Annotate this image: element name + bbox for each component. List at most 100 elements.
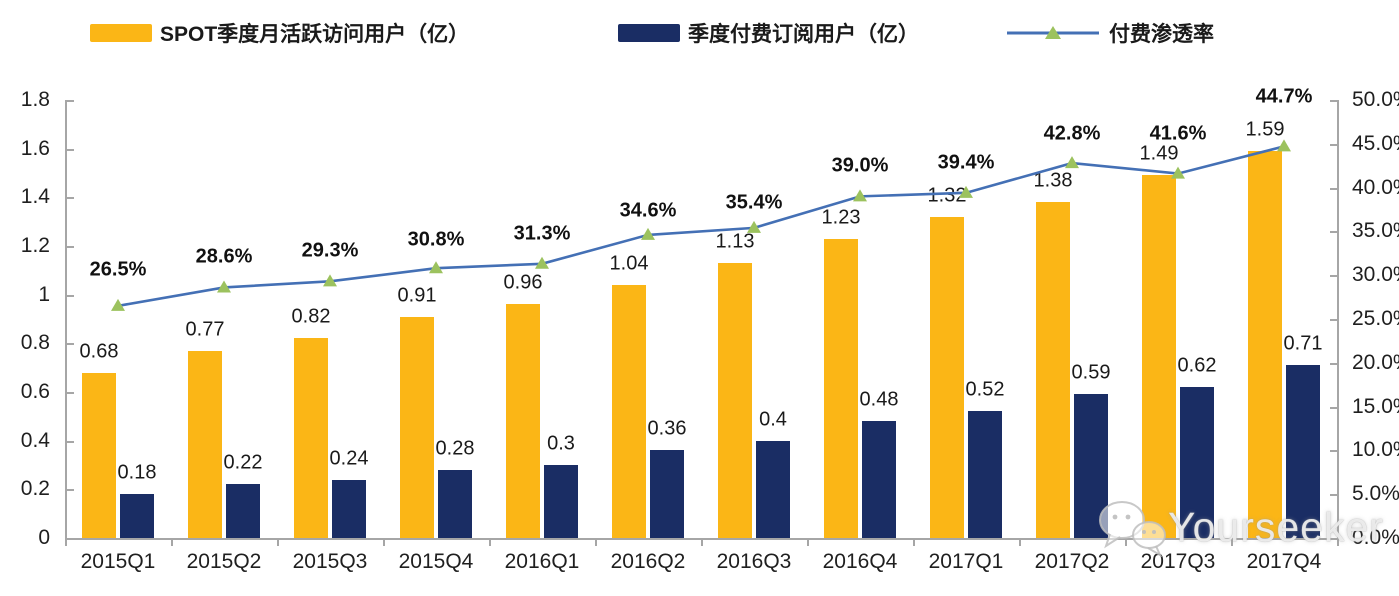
penetration-legend-label: 付费渗透率	[1109, 23, 1214, 46]
left-axis-tick	[67, 294, 74, 297]
right-axis-tick	[1330, 538, 1337, 540]
left-axis-label: 1.2	[20, 234, 50, 257]
mau-bar	[1142, 175, 1176, 538]
paid-value-label: 0.52	[965, 378, 1005, 401]
left-axis-tick	[67, 440, 74, 443]
bottom-axis-tick	[913, 540, 915, 546]
category-label: 2015Q2	[186, 550, 262, 573]
paid-legend-label: 季度付费订阅用户（亿）	[688, 23, 919, 46]
bottom-axis-tick	[595, 540, 597, 546]
paid-bar	[862, 421, 896, 538]
right-axis-label: 20.0%	[1352, 350, 1399, 374]
mau-bar	[294, 338, 328, 538]
paid-value-label: 0.18	[117, 461, 157, 484]
category-label: 2015Q3	[292, 550, 368, 573]
right-axis-tick	[1330, 362, 1337, 365]
mau-value-label: 1.13	[715, 230, 755, 253]
penetration-value-label: 30.8%	[407, 228, 465, 251]
mau-legend-swatch	[90, 24, 152, 42]
paid-bar	[1074, 394, 1108, 538]
bottom-axis-tick	[1125, 540, 1127, 546]
bottom-axis-tick	[807, 540, 809, 546]
penetration-value-label: 42.8%	[1043, 122, 1101, 145]
paid-value-label: 0.62	[1177, 354, 1217, 377]
mau-value-label: 0.68	[79, 340, 119, 363]
bottom-axis-tick	[383, 540, 385, 546]
paid-value-label: 0.36	[647, 417, 687, 440]
mau-bar	[930, 216, 964, 538]
paid-value-label: 0.4	[759, 408, 787, 431]
penetration-value-label: 26.5%	[89, 258, 147, 281]
category-label: 2017Q4	[1246, 550, 1322, 573]
mau-bar	[188, 350, 222, 538]
bottom-axis-tick	[1231, 540, 1233, 546]
watermark: Yourseeker	[1096, 496, 1384, 558]
paid-bar	[226, 484, 260, 538]
mau-bar	[718, 263, 752, 538]
mau-value-label: 0.82	[291, 305, 331, 328]
bottom-axis-tick	[1019, 540, 1021, 546]
penetration-value-label: 41.6%	[1149, 122, 1207, 145]
line-marker	[111, 298, 125, 311]
paid-bar	[650, 450, 684, 538]
paid-bar	[438, 469, 472, 538]
left-axis-label: 1.8	[20, 88, 50, 111]
left-axis-tick	[67, 148, 74, 151]
category-label: 2016Q4	[822, 550, 898, 573]
left-axis-label: 1.6	[20, 136, 50, 160]
right-axis-label: 15.0%	[1352, 394, 1399, 418]
mau-bar	[1248, 151, 1282, 538]
mau-value-label: 1.49	[1139, 142, 1179, 165]
mau-value-label: 1.38	[1033, 169, 1073, 192]
bottom-axis-tick	[1337, 540, 1339, 546]
bottom-axis-tick	[489, 540, 491, 546]
right-axis-label: 45.0%	[1352, 131, 1399, 155]
right-axis-line	[1337, 100, 1339, 538]
right-axis-tick	[1330, 187, 1337, 190]
category-label: 2017Q3	[1140, 550, 1216, 573]
paid-bar	[1180, 387, 1214, 538]
left-axis-label: 0.6	[20, 380, 50, 403]
penetration-value-label: 34.6%	[619, 199, 677, 222]
mau-bar	[82, 372, 116, 538]
right-axis-label: 30.0%	[1352, 263, 1399, 287]
mau-value-label: 1.59	[1245, 118, 1285, 141]
bottom-axis-tick	[65, 540, 67, 546]
category-label: 2017Q2	[1034, 550, 1110, 573]
paid-value-label: 0.3	[547, 432, 575, 455]
paid-bar	[756, 440, 790, 538]
mau-value-label: 1.23	[821, 206, 861, 229]
left-axis-label: 1.4	[20, 185, 50, 209]
bottom-axis-tick	[277, 540, 279, 546]
left-axis-tick	[67, 489, 74, 492]
penetration-value-label: 39.4%	[937, 151, 995, 174]
mau-bar	[1036, 202, 1070, 538]
category-label: 2015Q1	[80, 550, 156, 573]
right-axis-label: 40.0%	[1352, 175, 1399, 199]
paid-value-label: 0.28	[435, 437, 475, 460]
mau-value-label: 0.91	[397, 284, 437, 307]
left-axis-tick	[67, 100, 74, 102]
mau-bar	[400, 316, 434, 538]
penetration-value-label: 44.7%	[1255, 85, 1313, 108]
right-axis-label: 50.0%	[1352, 88, 1399, 111]
penetration-line	[117, 145, 1285, 308]
right-axis-tick	[1330, 494, 1337, 497]
left-axis-line	[65, 100, 67, 538]
line-marker	[853, 189, 867, 202]
penetration-value-label: 31.3%	[513, 222, 571, 245]
paid-bar	[120, 494, 154, 538]
right-axis-label: 10.0%	[1352, 438, 1399, 462]
left-axis-label: 0.4	[20, 428, 50, 452]
paid-bar	[968, 411, 1002, 538]
mau-value-label: 1.32	[927, 184, 967, 207]
penetration-value-label: 39.0%	[831, 154, 889, 177]
mau-bar	[824, 238, 858, 538]
right-axis-tick	[1330, 275, 1337, 278]
mau-bar	[612, 284, 646, 538]
left-axis-tick	[67, 197, 74, 200]
left-axis-tick	[67, 538, 74, 540]
line-marker	[323, 274, 337, 287]
left-axis-label: 0.8	[20, 331, 50, 355]
